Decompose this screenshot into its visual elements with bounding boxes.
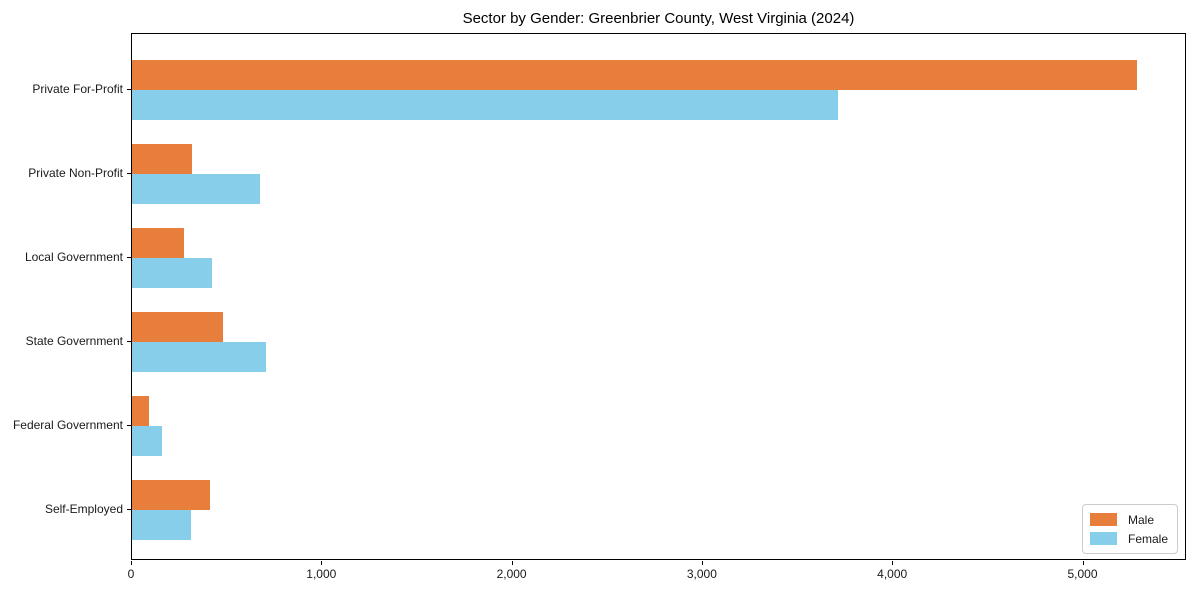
bar-male-self-employed [132, 480, 210, 510]
x-tick-label: 2,000 [496, 567, 527, 581]
bar-female-state-government [132, 342, 267, 372]
legend: Male Female [1081, 504, 1178, 554]
y-tick-mark [127, 341, 131, 342]
x-tick-label: 0 [127, 567, 135, 581]
y-tick-mark [127, 89, 131, 90]
x-tick-label: 4,000 [877, 567, 908, 581]
x-tick-mark [321, 561, 323, 565]
bar-male-private-for-profit [132, 60, 1137, 90]
bar-female-private-for-profit [132, 90, 838, 120]
x-tick-mark [1082, 561, 1084, 565]
bar-male-local-government [132, 228, 185, 258]
x-tick-mark [131, 561, 132, 565]
x-tick-label: 1,000 [306, 567, 337, 581]
y-tick-label: Local Government [24, 250, 123, 264]
y-tick-label: State Government [25, 334, 123, 348]
x-tick-label: 3,000 [686, 567, 717, 581]
bar-female-private-non-profit [132, 174, 260, 204]
legend-label: Male [1127, 512, 1154, 527]
bar-male-federal-government [132, 396, 150, 426]
chart-title: Sector by Gender: Greenbrier County, Wes… [462, 10, 855, 27]
legend-label: Female [1127, 531, 1168, 546]
y-tick-mark [127, 509, 131, 510]
y-tick-label: Federal Government [12, 418, 123, 432]
legend-swatch-female [1089, 532, 1117, 545]
y-tick-label: Private For-Profit [32, 82, 123, 96]
y-tick-mark [127, 425, 131, 426]
bar-female-self-employed [132, 510, 191, 540]
y-tick-mark [127, 173, 131, 174]
x-tick-label: 5,000 [1067, 567, 1098, 581]
x-tick-mark [892, 561, 894, 565]
y-tick-mark [127, 257, 131, 258]
legend-item-female: Female [1089, 529, 1168, 548]
legend-item-male: Male [1089, 510, 1168, 529]
plot-area: Male Female [131, 33, 1186, 560]
bar-female-local-government [132, 258, 212, 288]
x-tick-mark [511, 561, 513, 565]
x-tick-mark [701, 561, 703, 565]
bar-female-federal-government [132, 426, 163, 456]
y-tick-label: Self-Employed [44, 502, 123, 516]
y-tick-label: Private Non-Profit [28, 166, 123, 180]
bar-male-state-government [132, 312, 224, 342]
bar-male-private-non-profit [132, 144, 192, 174]
legend-swatch-male [1089, 513, 1117, 526]
